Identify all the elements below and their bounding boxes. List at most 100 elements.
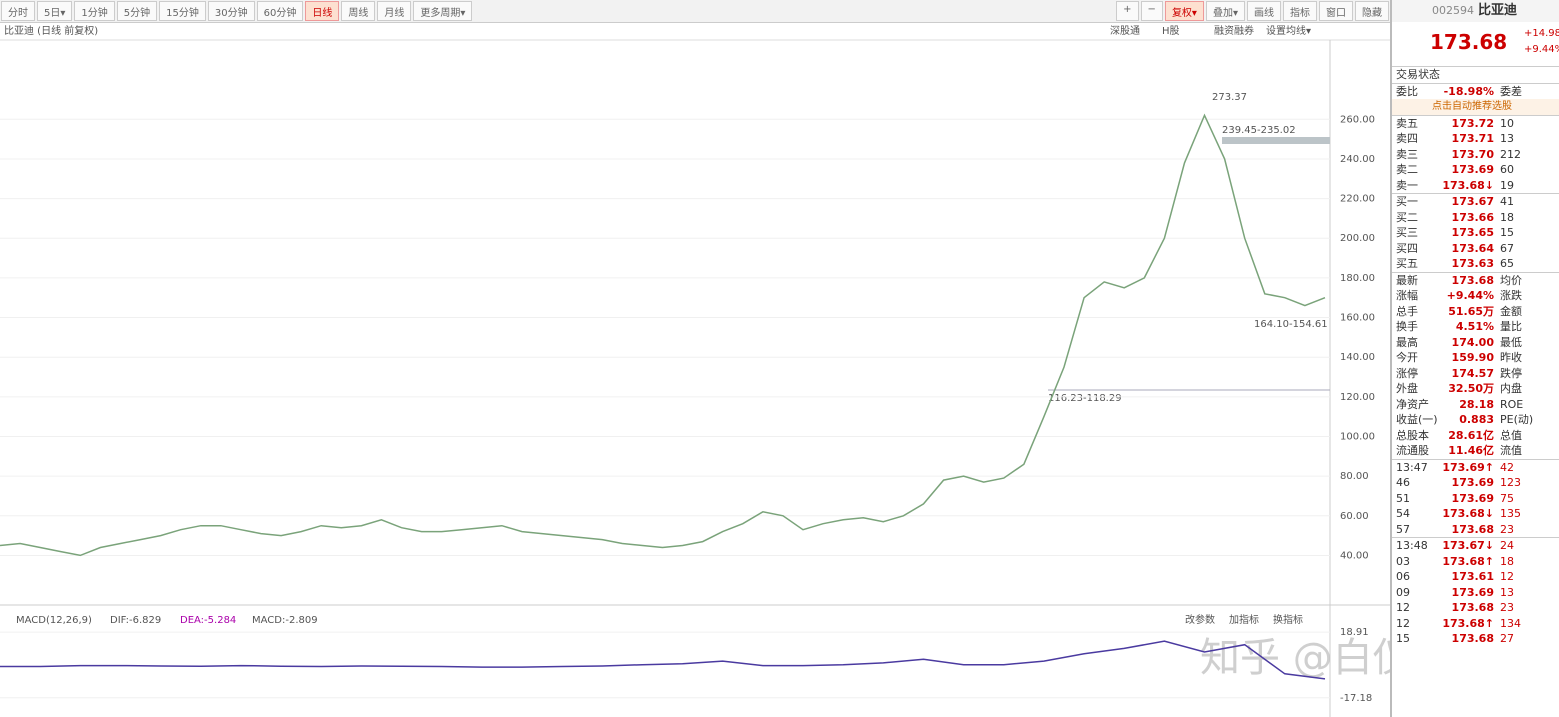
period-button[interactable]: 1分钟 — [74, 1, 115, 21]
price: 173.68 — [1430, 30, 1508, 54]
cell: 173.69↑ — [1442, 460, 1494, 474]
y-tick-label: 180.00 — [1340, 273, 1375, 284]
cell: 173.68 — [1451, 273, 1494, 287]
stat-row: 净资产 28.18 ROE — [1392, 397, 1559, 413]
macd-label: MACD:-2.809 — [252, 615, 318, 626]
cell: 13 — [1500, 132, 1514, 145]
indicator-button[interactable]: 改参数 — [1185, 613, 1215, 626]
cell: 173.68 — [1451, 632, 1494, 645]
cell: 173.69 — [1451, 585, 1494, 599]
stat-row: 今开 159.90 昨收 — [1392, 350, 1559, 366]
cell: 均价 — [1500, 273, 1522, 287]
tool-button[interactable]: 画线 — [1247, 1, 1281, 21]
dea-label: DEA:-5.284 — [180, 615, 236, 626]
stock-name: 比亚迪 — [1478, 3, 1518, 18]
cell: 涨跌 — [1500, 289, 1522, 302]
chart-area: 比亚迪 (日线 前复权) 273.37 239.45-235.02 164.10… — [0, 24, 1390, 717]
cell: 总值 — [1500, 428, 1522, 442]
cell: 67 — [1500, 241, 1514, 255]
period-button[interactable]: 月线 — [377, 1, 412, 21]
change-pct: +9.44% — [1524, 44, 1559, 55]
y-tick-label: 80.00 — [1340, 471, 1369, 482]
cell: 28.18 — [1459, 397, 1494, 411]
period-button[interactable]: 60分钟 — [256, 1, 304, 21]
cell: 159.90 — [1451, 351, 1494, 364]
annotation: 164.10-154.61 — [1254, 319, 1328, 330]
header-link[interactable]: H股 — [1162, 25, 1180, 37]
trade-row: 13:48 173.67↓ 24 — [1392, 537, 1559, 554]
trade-row: 12 173.68↑ 134 — [1392, 616, 1559, 632]
stat-row: 换手 4.51% 量比 — [1392, 319, 1559, 335]
stat-row: 流通股 11.46亿 流值 — [1392, 443, 1559, 459]
banner[interactable]: 点击自动推荐选股 — [1392, 99, 1559, 115]
cell: 卖五 — [1396, 116, 1418, 130]
period-button[interactable]: 周线 — [341, 1, 376, 21]
indicator-button[interactable]: 加指标 — [1229, 613, 1259, 626]
y-tick-label: 240.00 — [1340, 154, 1375, 165]
annotation: 239.45-235.02 — [1222, 125, 1296, 136]
change: +14.98 — [1524, 28, 1559, 39]
period-button[interactable]: 更多周期▾ — [413, 1, 473, 21]
period-button[interactable]: 15分钟 — [159, 1, 206, 21]
annotation: 116.23-118.29 — [1048, 393, 1122, 404]
period-button[interactable]: 5分钟 — [116, 1, 158, 21]
cell: 内盘 — [1500, 382, 1522, 395]
cell: 173.70 — [1451, 147, 1494, 161]
cell: 173.71 — [1451, 132, 1494, 145]
cell: 173.64 — [1451, 241, 1494, 255]
header-link[interactable]: 深股通 — [1110, 25, 1140, 37]
trade-row: 06 173.61 12 — [1392, 569, 1559, 585]
cell: 19 — [1500, 178, 1514, 192]
cell: 173.65 — [1451, 226, 1494, 239]
tool-button[interactable]: 叠加▾ — [1205, 1, 1245, 21]
cell: 135 — [1500, 507, 1521, 520]
order-row: 买一 173.67 41 — [1392, 193, 1559, 210]
cell: 最新 — [1396, 273, 1418, 287]
cell: 涨幅 — [1396, 289, 1418, 302]
stat-row: 总股本 28.61亿 总值 — [1392, 428, 1559, 444]
indicator-button[interactable]: 换指标 — [1273, 613, 1303, 626]
trade-row: 46 173.69 123 — [1392, 475, 1559, 491]
cell: 173.69 — [1451, 491, 1494, 505]
tool-button[interactable]: 窗口 — [1319, 1, 1353, 21]
period-button[interactable]: 日线 — [305, 1, 340, 21]
header-link[interactable]: 融资融券 — [1214, 24, 1254, 37]
cell: 今开 — [1396, 351, 1418, 364]
cell: 净资产 — [1396, 397, 1429, 411]
cell: 173.66 — [1451, 210, 1494, 224]
stat-row: 涨停 174.57 跌停 — [1392, 366, 1559, 382]
period-button[interactable]: 30分钟 — [207, 1, 255, 21]
quote-header: 002594 比亚迪 — [1392, 0, 1559, 22]
tool-button[interactable]: 复权▾ — [1164, 1, 1204, 21]
cell: 买一 — [1396, 195, 1418, 208]
cell: 173.69 — [1451, 476, 1494, 489]
period-button[interactable]: 5日▾ — [37, 1, 73, 21]
tool-bar: + − 复权▾ 叠加▾ 画线 指标 窗口 隐藏 — [1115, 0, 1390, 22]
y-tick-label: 40.00 — [1340, 550, 1369, 561]
y-tick-label: -17.18 — [1340, 693, 1372, 704]
code: 002594 — [1432, 4, 1474, 17]
cell: 174.00 — [1451, 335, 1494, 349]
order-row: 买四 173.64 67 — [1392, 241, 1559, 257]
ratio-row: 委比 -18.98% 委差 — [1392, 82, 1559, 100]
y-tick-label: 120.00 — [1340, 392, 1375, 403]
cell: 57 — [1396, 522, 1410, 536]
cell: 收益(一) — [1396, 413, 1438, 426]
cell: 173.61 — [1451, 570, 1494, 583]
cell: 委比 — [1396, 84, 1418, 98]
cell: 买三 — [1396, 226, 1418, 239]
cell: +9.44% — [1446, 289, 1494, 302]
tool-button[interactable]: − — [1140, 1, 1163, 21]
header-link[interactable]: 设置均线▾ — [1266, 24, 1311, 37]
trade-row: 15 173.68 27 — [1392, 631, 1559, 647]
cell: 18 — [1500, 210, 1514, 224]
cell: ROE — [1500, 397, 1524, 411]
tool-button[interactable]: + — [1116, 1, 1139, 21]
tool-button[interactable]: 指标 — [1283, 1, 1317, 21]
tool-button[interactable]: 隐藏 — [1355, 1, 1389, 21]
annotation: 273.37 — [1212, 92, 1247, 103]
period-button[interactable]: 分时 — [1, 1, 35, 21]
price_chart-line — [0, 113, 1326, 557]
